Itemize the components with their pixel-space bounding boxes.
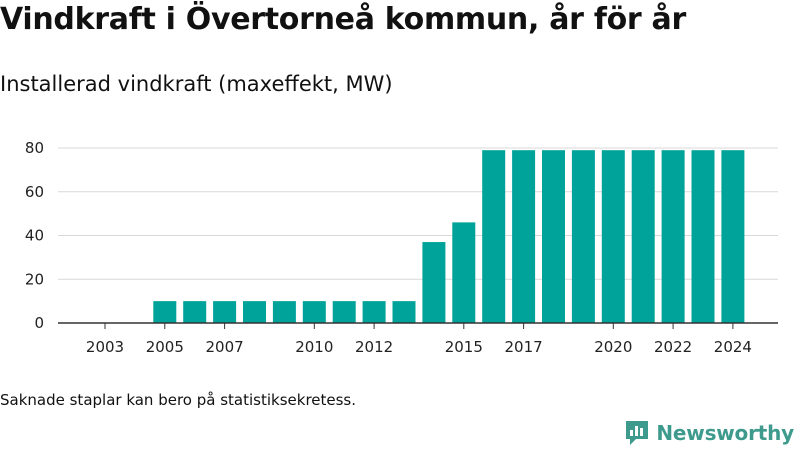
y-tick-label: 80 — [25, 139, 44, 157]
bar-2008 — [243, 301, 266, 323]
chart-title: Vindkraft i Övertorneå kommun, år för år — [0, 2, 686, 37]
y-tick-label: 20 — [25, 270, 44, 288]
bar-chart: 0 20 40 60 80 2003 2005 2007 2010 2012 2015 2017 202… — [25, 139, 778, 356]
bar-2023 — [691, 150, 715, 323]
bar-2011 — [332, 301, 356, 323]
bar-2020 — [601, 150, 625, 323]
chart-subtitle: Installerad vindkraft (maxeffekt, MW) — [0, 72, 393, 96]
bar-2017 — [512, 150, 536, 323]
x-tick-label: 2012 — [355, 338, 393, 356]
bar-2022 — [661, 150, 685, 323]
x-tick-label: 2007 — [206, 338, 244, 356]
bar-2015 — [452, 222, 476, 323]
brand-name: Newsworthy — [656, 421, 794, 445]
y-tick-label: 60 — [25, 183, 44, 201]
bar-2006 — [183, 301, 207, 323]
bar-2010 — [302, 301, 326, 323]
bar-2009 — [272, 301, 296, 323]
x-tick-label: 2022 — [654, 338, 692, 356]
newsworthy-logo-icon — [626, 421, 649, 445]
y-tick-label: 0 — [34, 314, 44, 332]
x-tick-label: 2010 — [295, 338, 333, 356]
x-tick-label: 2024 — [714, 338, 752, 356]
x-tick-label: 2003 — [86, 338, 124, 356]
bar-2005 — [153, 301, 177, 323]
bar-2016 — [482, 150, 506, 323]
x-tick-label: 2017 — [505, 338, 543, 356]
bar-2021 — [631, 150, 655, 323]
bar-2013 — [392, 301, 416, 323]
x-tick-label: 2015 — [445, 338, 483, 356]
bar-2014 — [422, 242, 446, 323]
bar-2018 — [542, 150, 565, 323]
bar-2012 — [362, 301, 386, 323]
bar-2019 — [571, 150, 595, 323]
bar-2024 — [721, 150, 745, 323]
x-tick-label: 2005 — [146, 338, 184, 356]
footnote: Saknade staplar kan bero på statistiksek… — [0, 391, 357, 409]
brand-logo: Newsworthy — [624, 419, 794, 447]
x-tick-label: 2020 — [594, 338, 632, 356]
y-tick-label: 40 — [25, 227, 44, 245]
bar-2007 — [213, 301, 237, 323]
